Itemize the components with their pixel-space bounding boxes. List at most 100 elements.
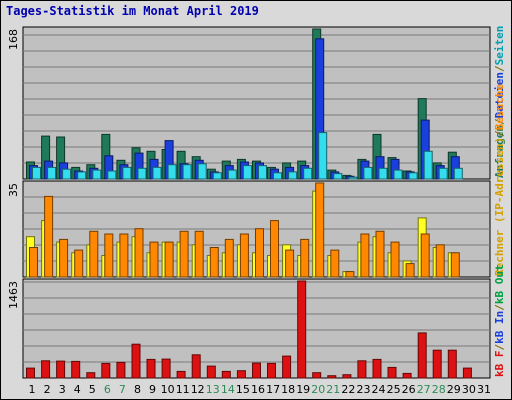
bar-besuche-day-26 [405, 263, 415, 278]
bar-seiten-day-28 [438, 167, 448, 180]
bar-besuche-day-1 [29, 247, 38, 278]
bar-seiten-day-11 [182, 164, 192, 180]
x-tick-label-day-29: 29 [447, 383, 461, 396]
bar-besuche-day-6 [104, 233, 114, 278]
bar-besuche-day-22 [345, 271, 355, 278]
x-tick-label-day-6: 6 [104, 383, 111, 396]
bar-besuche-day-7 [119, 233, 129, 278]
bar-seiten-day-1 [32, 166, 41, 180]
bar-seiten-day-2 [47, 166, 57, 180]
x-tick-label-day-24: 24 [372, 383, 386, 396]
bar-kb-f-day-8 [131, 343, 141, 379]
bar-kb-f-day-13 [206, 365, 216, 379]
bar-kb-f-day-4 [71, 360, 81, 379]
legend-panel-3: kB F/kB In/kB Out [493, 264, 506, 377]
bar-kb-f-day-18 [282, 355, 292, 379]
bar-seiten-day-8 [137, 167, 147, 180]
bar-besuche-day-10 [164, 241, 174, 278]
bar-kb-f-day-24 [372, 358, 382, 379]
bar-seiten-day-15 [242, 165, 252, 180]
x-tick-label-day-27: 27 [417, 383, 431, 396]
bar-seiten-day-18 [288, 171, 298, 180]
bar-besuche-day-29 [450, 252, 460, 278]
x-tick-label-day-11: 11 [176, 383, 190, 396]
x-tick-label-day-22: 22 [341, 383, 355, 396]
bar-besuche-day-14 [224, 238, 234, 278]
bar-besuche-day-19 [300, 238, 310, 278]
x-tick-label-day-31: 31 [477, 383, 491, 396]
bar-besuche-day-17 [270, 220, 279, 278]
bar-kb-f-day-7 [116, 361, 126, 379]
bar-kb-f-day-23 [357, 360, 367, 379]
bar-besuche-day-18 [285, 249, 295, 278]
x-tick-label-day-19: 19 [296, 383, 310, 396]
x-tick-label-day-30: 30 [462, 383, 476, 396]
legend-item: kB F [493, 351, 506, 378]
y-axis-max-label-3: 1463 [7, 281, 20, 309]
x-tick-label-day-17: 17 [266, 383, 280, 396]
bar-besuche-day-16 [255, 228, 264, 278]
bar-kb-f-day-30 [462, 367, 472, 379]
x-tick-label-day-12: 12 [191, 383, 205, 396]
y-axis-max-label-2: 35 [7, 183, 20, 197]
bar-besuche-day-4 [74, 249, 84, 278]
bar-seiten-day-3 [62, 168, 72, 180]
bar-kb-f-day-17 [267, 362, 276, 379]
bar-kb-f-day-6 [101, 362, 111, 379]
bar-kb-f-day-22 [342, 374, 352, 379]
legend-item: / [493, 118, 506, 125]
legend-panel-1: Anfragen/Dateien/Seiten [493, 26, 506, 178]
x-tick-label-day-5: 5 [89, 383, 96, 396]
x-tick-label-day-14: 14 [221, 383, 235, 396]
bar-seiten-day-24 [378, 167, 388, 180]
bar-kb-f-day-5 [86, 372, 96, 379]
x-tick-label-day-10: 10 [161, 383, 175, 396]
bar-besuche-day-5 [89, 230, 99, 278]
bar-kb-f-day-29 [447, 349, 457, 379]
chart-panel-1 [22, 26, 491, 180]
legend-item: / [493, 130, 506, 137]
bar-kb-f-day-16 [252, 362, 261, 379]
bar-besuche-day-25 [390, 241, 400, 278]
bar-kb-f-day-21 [327, 375, 337, 379]
bar-besuche-day-12 [194, 230, 204, 278]
bar-kb-f-day-9 [146, 358, 156, 379]
x-tick-label-day-2: 2 [44, 383, 51, 396]
x-tick-label-day-25: 25 [387, 383, 401, 396]
bar-besuche-day-2 [44, 195, 54, 278]
bar-besuche-day-13 [209, 247, 219, 278]
x-tick-label-day-28: 28 [432, 383, 446, 396]
bar-seiten-day-29 [453, 167, 463, 180]
legend-item: Anfragen [493, 125, 506, 178]
bar-besuche-day-21 [330, 249, 340, 278]
x-tick-label-day-20: 20 [311, 383, 325, 396]
bar-kb-f-day-14 [221, 370, 231, 379]
bar-seiten-day-17 [273, 172, 282, 180]
x-tick-label-day-7: 7 [119, 383, 126, 396]
bar-seiten-day-27 [423, 150, 433, 180]
bar-seiten-day-26 [408, 172, 418, 180]
bar-kb-f-day-3 [56, 360, 66, 379]
bar-seiten-day-22 [348, 176, 358, 180]
legend-item: / [493, 304, 506, 311]
legend-item: Besuche [493, 84, 506, 131]
bar-kb-f-day-11 [176, 370, 186, 379]
x-tick-label-day-3: 3 [59, 383, 66, 396]
bar-seiten-day-23 [363, 166, 373, 180]
bar-besuche-day-24 [375, 230, 385, 278]
bar-seiten-day-6 [107, 170, 117, 180]
bar-kb-f-day-25 [387, 366, 397, 379]
bar-besuche-day-8 [134, 228, 144, 278]
bar-seiten-day-10 [167, 164, 177, 180]
x-tick-label-day-9: 9 [149, 383, 156, 396]
bar-seiten-day-7 [122, 166, 132, 180]
bar-besuche-day-27 [420, 233, 430, 278]
legend-item: kB Out [493, 264, 506, 304]
bar-kb-f-day-28 [432, 349, 442, 379]
bar-seiten-day-12 [197, 163, 207, 180]
bar-seiten-day-14 [227, 169, 237, 180]
bar-seiten-day-25 [393, 169, 403, 180]
legend-panel-2: Rechner (IP-Adressen)/Besuche [493, 84, 506, 276]
bar-kb-f-day-12 [191, 354, 201, 379]
